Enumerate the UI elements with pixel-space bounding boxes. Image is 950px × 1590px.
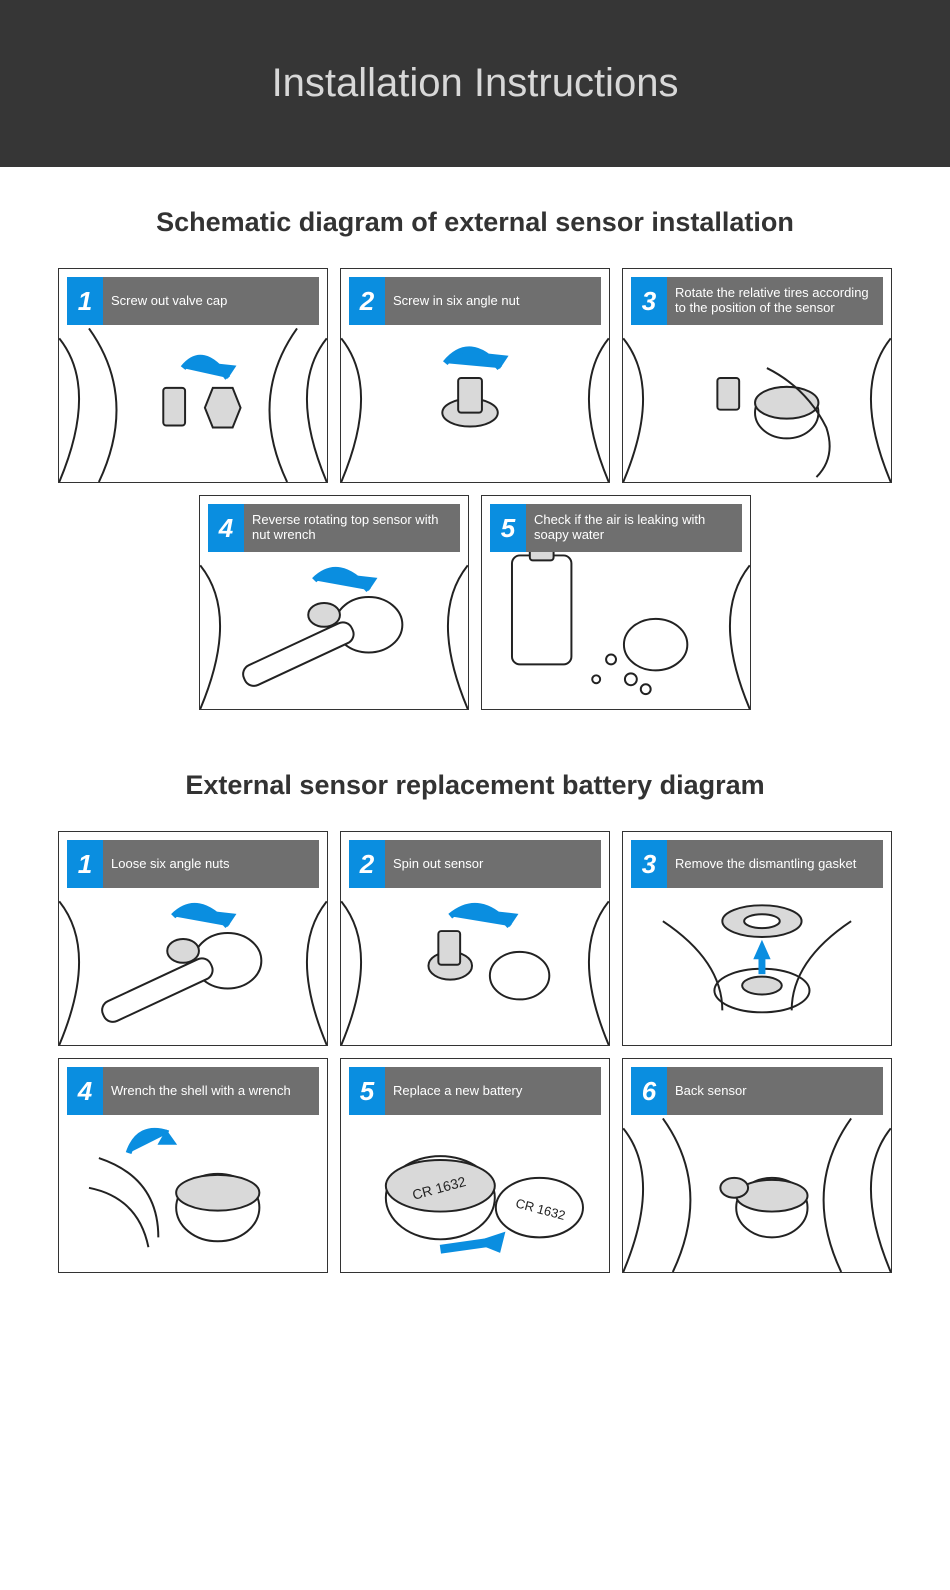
step-card: 6Back sensor bbox=[622, 1058, 892, 1273]
step-label-strip: 4Wrench the shell with a wrench bbox=[67, 1067, 319, 1115]
section-title: External sensor replacement battery diag… bbox=[50, 770, 900, 801]
step-label-strip: 6Back sensor bbox=[631, 1067, 883, 1115]
step-text: Replace a new battery bbox=[385, 1067, 601, 1115]
page-title: Installation Instructions bbox=[272, 61, 679, 106]
step-label-strip: 5Check if the air is leaking with soapy … bbox=[490, 504, 742, 552]
step-card: 2Screw in six angle nut bbox=[340, 268, 610, 483]
step-text: Check if the air is leaking with soapy w… bbox=[526, 504, 742, 552]
step-card: 3Remove the dismantling gasket bbox=[622, 831, 892, 1046]
step-number: 6 bbox=[631, 1067, 667, 1115]
step-text: Back sensor bbox=[667, 1067, 883, 1115]
steps-grid: 1Screw out valve cap 2Screw in six angle… bbox=[50, 268, 900, 710]
step-text: Reverse rotating top sensor with nut wre… bbox=[244, 504, 460, 552]
step-label-strip: 4Reverse rotating top sensor with nut wr… bbox=[208, 504, 460, 552]
step-card: 4Wrench the shell with a wrench bbox=[58, 1058, 328, 1273]
step-label-strip: 2Screw in six angle nut bbox=[349, 277, 601, 325]
step-card: 1Screw out valve cap bbox=[58, 268, 328, 483]
step-text: Wrench the shell with a wrench bbox=[103, 1067, 319, 1115]
step-label-strip: 3Remove the dismantling gasket bbox=[631, 840, 883, 888]
step-text: Rotate the relative tires according to t… bbox=[667, 277, 883, 325]
step-card: CR 1632 CR 1632 5Replace a new battery bbox=[340, 1058, 610, 1273]
step-text: Spin out sensor bbox=[385, 840, 601, 888]
step-number: 3 bbox=[631, 277, 667, 325]
step-number: 5 bbox=[490, 504, 526, 552]
step-label-strip: 5Replace a new battery bbox=[349, 1067, 601, 1115]
step-number: 5 bbox=[349, 1067, 385, 1115]
step-label-strip: 1Loose six angle nuts bbox=[67, 840, 319, 888]
step-number: 2 bbox=[349, 277, 385, 325]
step-number: 1 bbox=[67, 840, 103, 888]
step-text: Loose six angle nuts bbox=[103, 840, 319, 888]
page-header: Installation Instructions bbox=[0, 0, 950, 167]
step-number: 1 bbox=[67, 277, 103, 325]
instruction-section: External sensor replacement battery diag… bbox=[0, 730, 950, 1293]
step-text: Screw in six angle nut bbox=[385, 277, 601, 325]
step-label-strip: 3Rotate the relative tires according to … bbox=[631, 277, 883, 325]
section-title: Schematic diagram of external sensor ins… bbox=[50, 207, 900, 238]
step-card: 5Check if the air is leaking with soapy … bbox=[481, 495, 751, 710]
step-card: 3Rotate the relative tires according to … bbox=[622, 268, 892, 483]
step-card: 2Spin out sensor bbox=[340, 831, 610, 1046]
step-number: 4 bbox=[208, 504, 244, 552]
step-number: 2 bbox=[349, 840, 385, 888]
step-number: 3 bbox=[631, 840, 667, 888]
step-number: 4 bbox=[67, 1067, 103, 1115]
step-card: 1Loose six angle nuts bbox=[58, 831, 328, 1046]
step-label-strip: 2Spin out sensor bbox=[349, 840, 601, 888]
step-text: Remove the dismantling gasket bbox=[667, 840, 883, 888]
step-label-strip: 1Screw out valve cap bbox=[67, 277, 319, 325]
steps-grid: 1Loose six angle nuts 2Spin out sensor 3… bbox=[50, 831, 900, 1273]
step-card: 4Reverse rotating top sensor with nut wr… bbox=[199, 495, 469, 710]
instruction-section: Schematic diagram of external sensor ins… bbox=[0, 167, 950, 730]
step-text: Screw out valve cap bbox=[103, 277, 319, 325]
sections-container: Schematic diagram of external sensor ins… bbox=[0, 167, 950, 1293]
